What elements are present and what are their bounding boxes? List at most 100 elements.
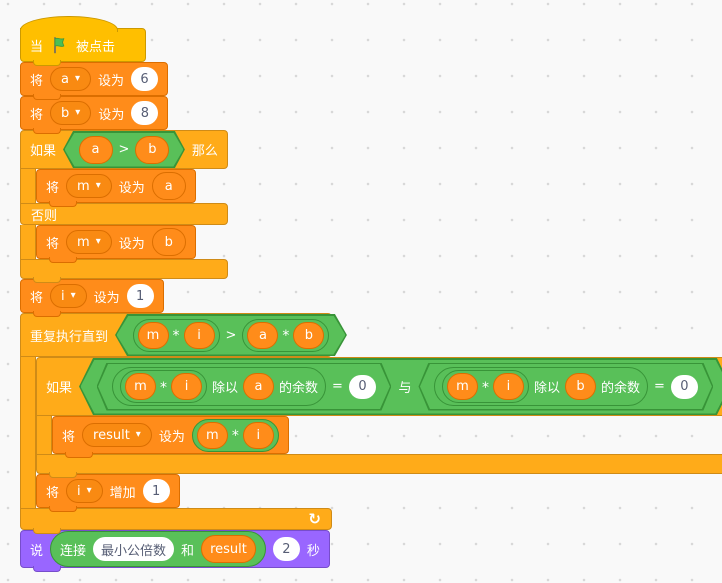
join-text-input[interactable]: 最小公倍数 — [93, 537, 175, 561]
variable-dropdown-b[interactable]: b ▾ — [50, 101, 92, 125]
else-bar[interactable]: 否则 — [20, 203, 228, 225]
operator-symbol: > — [118, 142, 130, 157]
value-input-zero[interactable]: 0 — [349, 375, 376, 399]
equals-symbol: = — [332, 379, 343, 394]
variable-b-reporter[interactable]: b — [135, 136, 169, 164]
value-input-b[interactable]: 8 — [131, 101, 159, 125]
green-flag-icon — [54, 37, 65, 54]
value-input-i[interactable]: 1 — [126, 284, 154, 308]
value-input-delta[interactable]: 1 — [142, 479, 170, 503]
variable-b-reporter[interactable]: b — [293, 322, 324, 349]
multiply-block[interactable]: m * i — [133, 319, 220, 352]
variable-dropdown-m[interactable]: m ▾ — [66, 174, 112, 198]
change-i-block[interactable]: 将 i ▾ 增加 1 — [36, 474, 180, 512]
set-label: 将 — [62, 429, 76, 445]
script-stack: 当 被点击 将 a ▾ 设为 6 将 b ▾ 设为 8 — [20, 15, 722, 572]
by-label: 增加 — [109, 485, 136, 501]
value-text: 2 — [282, 541, 291, 557]
c-spine — [36, 416, 52, 454]
mod-block[interactable]: m * i 除以 b 的余数 — [434, 367, 648, 406]
multiply-symbol: * — [172, 328, 180, 344]
if-bottom-bar[interactable] — [36, 454, 722, 478]
dropdown-value: i — [77, 483, 81, 499]
variable-text: i — [256, 427, 261, 443]
variable-b-reporter[interactable]: b — [565, 373, 596, 400]
greater-than-block[interactable]: a > b — [63, 131, 185, 168]
to-label: 设为 — [93, 290, 120, 306]
variable-i-reporter[interactable]: i — [493, 373, 524, 400]
set-a-block[interactable]: 将 a ▾ 设为 6 — [20, 62, 169, 100]
variable-b-reporter[interactable]: b — [151, 228, 186, 256]
set-m-to-a-block[interactable]: 将 m ▾ 设为 a — [36, 169, 196, 207]
dropdown-value: b — [61, 105, 70, 121]
variable-a-reporter[interactable]: a — [151, 172, 186, 200]
repeat-bottom-bar[interactable]: ↻ — [20, 508, 332, 534]
if-else-header[interactable]: 如果 a > b 那么 — [20, 130, 228, 169]
set-b-block[interactable]: 将 b ▾ 设为 8 — [20, 96, 169, 134]
say-for-seconds-block[interactable]: 说 连接 最小公倍数 和 result 2 秒 — [20, 530, 330, 572]
equals-symbol: = — [654, 379, 665, 394]
join-block[interactable]: 连接 最小公倍数 和 result — [50, 531, 266, 567]
variable-text: m — [456, 379, 469, 394]
variable-result-reporter[interactable]: result — [201, 535, 256, 563]
value-input-a[interactable]: 6 — [131, 67, 159, 91]
dropdown-value: a — [61, 71, 69, 87]
multiply-block[interactable]: m * i — [120, 370, 207, 403]
value-text: 1 — [152, 483, 161, 499]
value-text: 6 — [140, 71, 149, 87]
variable-m-reporter[interactable]: m — [125, 373, 156, 400]
when-flag-clicked-block[interactable]: 当 被点击 — [20, 16, 146, 66]
variable-text: b — [164, 234, 173, 250]
if-else-block[interactable]: 如果 a > b 那么 将 m ▾ 设为 — [20, 130, 228, 283]
dropdown-caret-icon: ▾ — [95, 236, 101, 247]
duration-input[interactable]: 2 — [272, 537, 300, 561]
multiply-block[interactable]: m * i — [191, 418, 279, 452]
multiply-symbol: * — [282, 328, 290, 344]
change-label: 将 — [46, 485, 60, 501]
variable-m-reporter[interactable]: m — [447, 373, 478, 400]
variable-a-reporter[interactable]: a — [243, 373, 274, 400]
variable-m-reporter[interactable]: m — [196, 421, 228, 449]
dropdown-caret-icon: ▾ — [135, 429, 141, 440]
and-block[interactable]: m * i 除以 a 的余数 = 0 — [79, 358, 722, 415]
set-i-block[interactable]: 将 i ▾ 设为 1 — [20, 279, 164, 317]
variable-m-reporter[interactable]: m — [138, 322, 169, 349]
variable-dropdown-i[interactable]: i ▾ — [66, 479, 103, 503]
mod-block[interactable]: m * i 除以 a 的余数 — [112, 367, 326, 406]
variable-text: i — [184, 379, 189, 394]
variable-i-reporter[interactable]: i — [184, 322, 215, 349]
variable-dropdown-m[interactable]: m ▾ — [66, 230, 112, 254]
value-text: 1 — [136, 288, 145, 304]
c-spine — [20, 169, 36, 203]
if-else-bottom-bar[interactable] — [20, 259, 228, 283]
greater-than-block[interactable]: m * i > a * b — [115, 314, 347, 356]
dropdown-caret-icon: ▾ — [74, 73, 81, 84]
multiply-block[interactable]: a * b — [242, 319, 329, 352]
equals-block[interactable]: m * i 除以 a 的余数 = 0 — [97, 363, 392, 411]
variable-a-reporter[interactable]: a — [79, 136, 113, 164]
variable-text: result — [210, 541, 247, 557]
variable-i-reporter[interactable]: i — [171, 373, 202, 400]
multiply-block[interactable]: m * i — [442, 370, 529, 403]
if-header[interactable]: 如果 m * i 除以 — [36, 357, 722, 416]
variable-a-reporter[interactable]: a — [247, 322, 278, 349]
variable-dropdown-i[interactable]: i ▾ — [50, 284, 87, 308]
to-label: 设为 — [118, 180, 145, 196]
repeat-until-header[interactable]: 重复执行直到 m * i > a * b — [20, 313, 332, 357]
value-input-zero[interactable]: 0 — [671, 375, 698, 399]
set-result-block[interactable]: 将 result ▾ 设为 m * i — [52, 416, 289, 458]
when-label: 当 — [30, 39, 44, 55]
equals-block[interactable]: m * i 除以 b 的余数 = 0 — [418, 363, 713, 411]
repeat-until-block[interactable]: 重复执行直到 m * i > a * b — [20, 313, 722, 534]
set-label: 将 — [46, 180, 60, 196]
if-block[interactable]: 如果 m * i 除以 — [36, 357, 722, 478]
variable-text: a — [91, 142, 100, 157]
variable-i-reporter[interactable]: i — [242, 421, 274, 449]
variable-text: b — [304, 327, 314, 343]
variable-text: m — [134, 379, 147, 394]
set-m-to-b-block[interactable]: 将 m ▾ 设为 b — [36, 225, 196, 263]
variable-dropdown-result[interactable]: result ▾ — [82, 423, 152, 447]
variable-text: a — [254, 379, 263, 394]
variable-dropdown-a[interactable]: a ▾ — [50, 67, 92, 91]
